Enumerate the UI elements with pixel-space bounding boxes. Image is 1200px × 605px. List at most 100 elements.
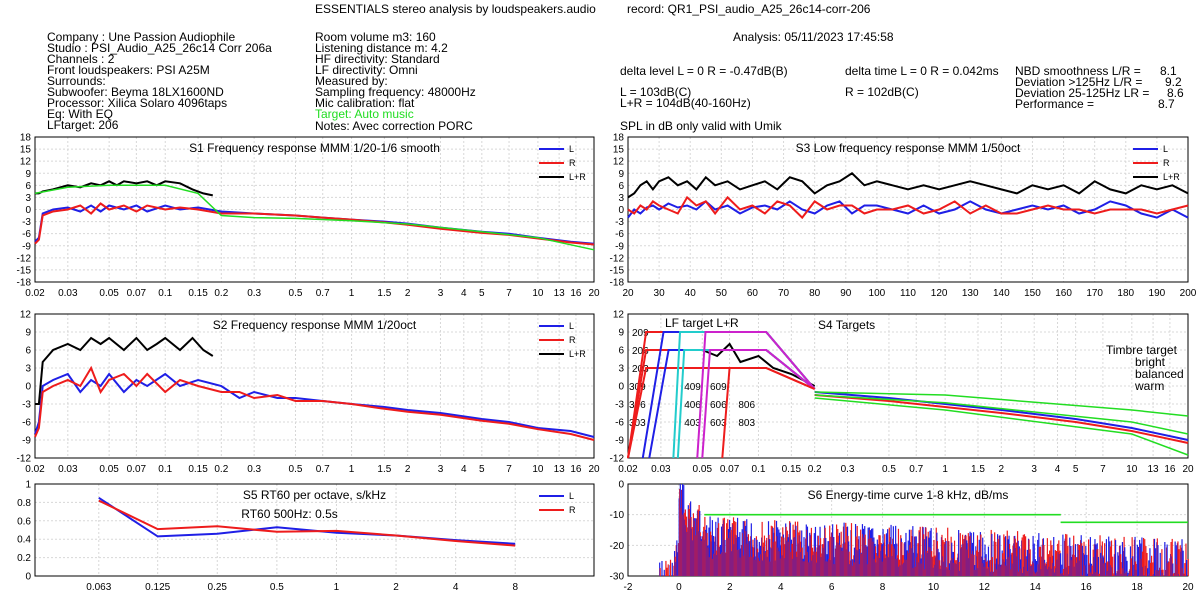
x-tick-label: 40: [685, 288, 697, 299]
y-tick-label: 15: [20, 145, 32, 156]
x-tick-label: 0.5: [882, 464, 896, 475]
info-line: Channels : 2: [47, 52, 115, 66]
plot-frame: [34, 483, 595, 577]
metric-value: 9.2: [1165, 75, 1182, 89]
x-tick-label: 6: [829, 582, 835, 593]
legend-label-r: R: [569, 158, 576, 168]
x-tick-label: 20: [588, 288, 600, 299]
x-tick-label: 0.05: [99, 464, 119, 475]
info-line: LFtarget: 206: [47, 118, 119, 132]
x-tick-label: 2: [405, 288, 411, 299]
series-line-r: [98, 499, 516, 547]
x-tick-label: 0.25: [208, 582, 228, 593]
y-tick-label: 0: [25, 382, 31, 393]
lf-target-curve: [696, 331, 816, 459]
y-tick-label: -18: [17, 278, 32, 289]
legend-label-l: L: [569, 491, 574, 501]
info-line: Listening distance m: 4.2: [315, 41, 448, 55]
x-tick-label: 0.03: [58, 288, 78, 299]
info-line: Processor: Xilica Solaro 4096taps: [47, 96, 227, 110]
x-tick-label: 150: [1024, 288, 1041, 299]
legend-label-l-r: L+R: [569, 349, 586, 359]
series-line-warm: [814, 397, 1189, 456]
y-tick-label: -6: [22, 229, 31, 240]
y-tick-label: -9: [615, 436, 624, 447]
y-tick-label: 3: [25, 364, 31, 375]
series-line-r: [627, 195, 1189, 220]
chart-s5: 0 0.2 0.4 0.6 0.8 1 0.063 0.125 0.25 0.5 1 2 4 8 S5 RT…: [17, 480, 595, 593]
chart-title: S5 RT60 per octave, s/kHz: [243, 488, 386, 502]
series-line-balanced: [814, 394, 1189, 435]
y-tick-label: 12: [20, 157, 32, 168]
x-tick-label: 2: [999, 464, 1005, 475]
y-tick-label: 0: [25, 205, 31, 216]
info-line: Mic calibration: flat: [315, 96, 415, 110]
metric-label: Deviation 25-125Hz LR =: [1015, 86, 1149, 100]
x-tick-label: 1: [942, 464, 948, 475]
y-tick-label: 12: [20, 310, 32, 321]
metric-label: Performance =: [1015, 97, 1094, 111]
x-tick-label: 7: [506, 464, 512, 475]
lf-label: 303: [629, 418, 646, 429]
x-tick-label: 10: [532, 464, 544, 475]
x-tick-label: 180: [1117, 288, 1134, 299]
lf-label: 606: [710, 400, 727, 411]
legend-label-l: L: [569, 321, 574, 331]
chart-subtitle: LF target L+R: [665, 316, 739, 330]
x-tick-label: 20: [1182, 464, 1194, 475]
metric-value: 8.6: [1167, 86, 1184, 100]
info-line: Studio : PSI_Audio_A25_26c14 Corr 206a: [47, 41, 272, 55]
x-tick-label: 70: [778, 288, 790, 299]
x-tick-label: 80: [809, 288, 821, 299]
x-tick-label: 3: [438, 288, 444, 299]
metric-value: 8.7: [1158, 97, 1175, 111]
y-tick-label: -12: [17, 253, 32, 264]
y-tick-label: 3: [25, 193, 31, 204]
chart-title: S4 Targets: [818, 318, 875, 332]
timbre-item: balanced: [1135, 367, 1184, 381]
x-tick-label: 0.02: [618, 464, 638, 475]
x-tick-label: 190: [1149, 288, 1166, 299]
info-line: Eq: With EQ: [47, 107, 113, 121]
x-tick-label: 0.125: [145, 582, 170, 593]
x-tick-label: 0.7: [909, 464, 923, 475]
x-tick-label: 16: [570, 464, 582, 475]
y-tick-label: -3: [22, 217, 31, 228]
notes-line: Notes: Avec correction PORC: [315, 119, 473, 133]
info-line: LF directivity: Omni: [315, 63, 418, 77]
timbre-item: bright: [1135, 355, 1166, 369]
x-tick-label: 14: [1030, 582, 1042, 593]
x-tick-label: 1.5: [377, 288, 391, 299]
y-tick-label: -10: [610, 510, 625, 521]
lf-label: 409: [684, 382, 701, 393]
series-line-l-r: [35, 336, 214, 405]
x-tick-label: 0.063: [86, 582, 111, 593]
y-tick-label: 9: [25, 328, 31, 339]
x-tick-label: 5: [1073, 464, 1079, 475]
timbre-title: Timbre target: [1106, 343, 1178, 357]
y-tick-label: 12: [613, 310, 625, 321]
x-tick-label: 0: [676, 582, 682, 593]
y-tick-label: 15: [613, 145, 625, 156]
x-tick-label: 7: [1100, 464, 1106, 475]
y-tick-label: 0.8: [17, 498, 31, 509]
x-tick-label: 1: [349, 464, 355, 475]
x-tick-label: 8: [880, 582, 886, 593]
info-line: Measured by:: [315, 74, 388, 88]
info-line: Surrounds:: [47, 74, 106, 88]
delta-time: delta time L = 0 R = 0.042ms: [845, 64, 999, 78]
legend-label-r: R: [569, 335, 576, 345]
info-line: HF directivity: Standard: [315, 52, 440, 66]
x-tick-label: 110: [900, 288, 916, 299]
x-tick-label: 10: [928, 582, 940, 593]
y-tick-label: 0: [618, 205, 624, 216]
legend-label-l-r: L+R: [1163, 172, 1180, 182]
plot-frame: [627, 313, 1189, 459]
series-line-r: [814, 394, 1189, 444]
x-tick-label: 120: [931, 288, 948, 299]
x-tick-label: 13: [1148, 464, 1160, 475]
lf-label: 806: [738, 400, 755, 411]
